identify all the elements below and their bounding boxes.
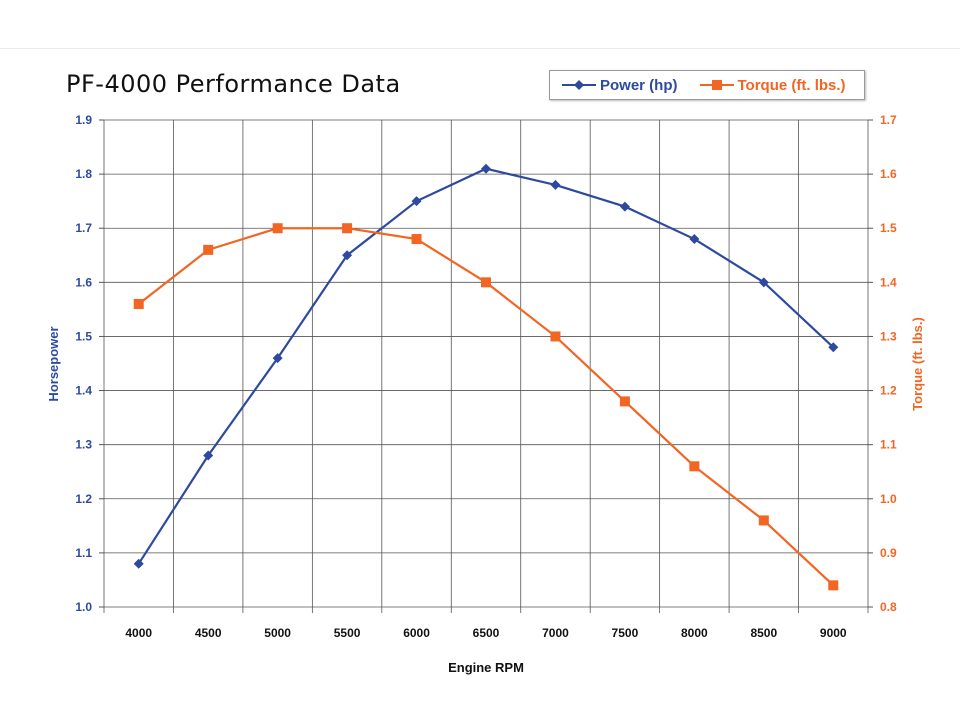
x-tick-label: 9000 bbox=[820, 626, 847, 640]
data-point-power bbox=[828, 342, 839, 353]
data-point-power bbox=[133, 558, 144, 569]
divider bbox=[0, 48, 960, 49]
y2-tick-label: 1.7 bbox=[880, 113, 897, 127]
data-point-torque bbox=[828, 580, 839, 591]
x-tick-label: 4000 bbox=[125, 626, 152, 640]
data-point-power bbox=[342, 250, 353, 261]
x-tick-label: 7500 bbox=[612, 626, 639, 640]
y2-tick-label: 1.2 bbox=[880, 384, 897, 398]
legend-label: Power (hp) bbox=[600, 76, 678, 94]
y2-axis-label: Torque (ft. lbs.) bbox=[910, 317, 925, 411]
y2-tick-label: 1.5 bbox=[880, 221, 897, 235]
legend-label: Torque (ft. lbs.) bbox=[737, 76, 846, 94]
x-tick-label: 6000 bbox=[403, 626, 430, 640]
x-tick-label: 6500 bbox=[473, 626, 500, 640]
data-point-power bbox=[481, 163, 491, 174]
data-point-power bbox=[758, 277, 769, 288]
y-tick-label: 1.3 bbox=[75, 438, 92, 452]
data-point-torque bbox=[550, 331, 561, 342]
data-point-torque bbox=[481, 277, 491, 288]
data-point-power bbox=[272, 353, 283, 364]
y2-tick-label: 1.6 bbox=[880, 167, 897, 181]
diamond-marker-icon bbox=[562, 80, 596, 90]
data-point-power bbox=[550, 179, 561, 190]
data-point-torque bbox=[342, 223, 353, 234]
x-tick-label: 5500 bbox=[334, 626, 361, 640]
legend-item-torque: Torque (ft. lbs.) bbox=[699, 76, 846, 94]
y2-tick-label: 0.9 bbox=[880, 546, 897, 560]
y-tick-label: 1.1 bbox=[75, 546, 92, 560]
y-tick-label: 1.9 bbox=[75, 113, 92, 127]
x-axis-label: Engine RPM bbox=[448, 660, 524, 675]
legend: Power (hp) Torque (ft. lbs.) bbox=[549, 70, 865, 100]
x-tick-label: 8500 bbox=[750, 626, 777, 640]
y-tick-label: 1.4 bbox=[75, 384, 92, 398]
y2-tick-label: 0.8 bbox=[880, 600, 897, 614]
y2-tick-label: 1.0 bbox=[880, 492, 897, 506]
y2-tick-label: 1.3 bbox=[880, 329, 897, 343]
legend-item-power: Power (hp) bbox=[562, 77, 678, 94]
x-tick-label: 7000 bbox=[542, 626, 569, 640]
y2-tick-label: 1.4 bbox=[880, 275, 897, 289]
x-tick-label: 8000 bbox=[681, 626, 708, 640]
y2-tick-label: 1.1 bbox=[880, 438, 897, 452]
y-tick-label: 1.7 bbox=[75, 221, 92, 235]
data-point-torque bbox=[272, 223, 283, 234]
data-point-power bbox=[411, 196, 422, 207]
data-point-torque bbox=[411, 234, 422, 245]
y-tick-label: 1.8 bbox=[75, 167, 92, 181]
y-tick-label: 1.6 bbox=[75, 275, 92, 289]
data-point-torque bbox=[689, 461, 700, 472]
data-point-torque bbox=[203, 244, 214, 255]
data-point-torque bbox=[619, 396, 630, 407]
x-tick-label: 5000 bbox=[264, 626, 291, 640]
y-tick-label: 1.5 bbox=[75, 329, 92, 343]
x-tick-label: 4500 bbox=[195, 626, 222, 640]
data-point-power bbox=[619, 201, 630, 212]
data-point-torque bbox=[758, 515, 769, 526]
y-tick-label: 1.2 bbox=[75, 492, 92, 506]
square-marker-icon bbox=[699, 80, 734, 90]
data-point-power bbox=[203, 450, 214, 461]
data-point-power bbox=[689, 234, 700, 245]
y-tick-label: 1.0 bbox=[75, 600, 92, 614]
y-axis-label: Horsepower bbox=[46, 326, 61, 401]
chart-title: PF-4000 Performance Data bbox=[66, 70, 401, 98]
data-point-torque bbox=[133, 298, 144, 309]
